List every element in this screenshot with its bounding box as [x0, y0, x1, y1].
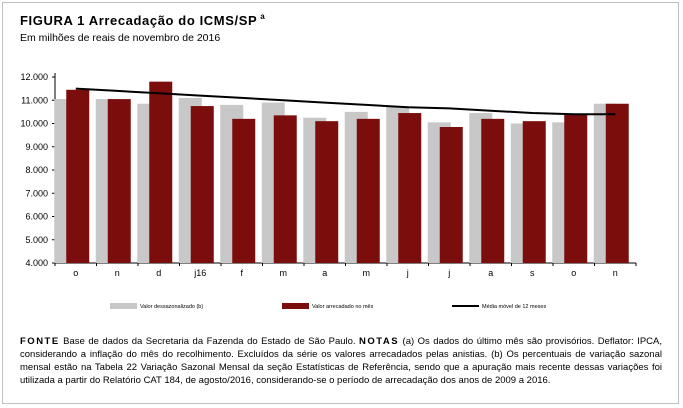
x-tick-label: o	[73, 268, 78, 278]
y-tick-label: 4.000	[25, 258, 48, 268]
title-text: FIGURA 1 Arrecadação do ICMS/SP	[20, 13, 258, 28]
x-tick-label: m	[280, 268, 288, 278]
x-tick-label: n	[613, 268, 618, 278]
figure-frame	[2, 2, 679, 404]
x-tick-label: f	[240, 268, 243, 278]
x-tick-label: s	[530, 268, 535, 278]
x-tick-label: d	[156, 268, 161, 278]
figure-subtitle: Em milhões de reais de novembro de 2016	[20, 32, 221, 44]
bar-arrecadado	[273, 115, 297, 263]
x-tick-label: j	[406, 268, 409, 278]
y-tick-label: 10.000	[20, 119, 48, 129]
legend-label: Valor arrecadado no mês	[312, 304, 374, 310]
x-tick-label: n	[115, 268, 120, 278]
title-note: a	[260, 12, 266, 21]
x-tick-label: m	[363, 268, 371, 278]
footer-notes-text: (a) Os dados do último mês são provisóri…	[20, 336, 662, 386]
bar-arrecadado	[398, 113, 422, 263]
chart: 4.000 5.000 6.000 7.000 8.000 9.000 10.000 11.0…	[20, 72, 637, 310]
legend-swatch	[282, 303, 309, 309]
footer-notes: FONTE Base de dados da Secretaria da Faz…	[20, 335, 662, 387]
bar-arrecadado	[190, 106, 214, 263]
x-tick-label: a	[488, 268, 493, 278]
y-tick-label: 12.000	[20, 72, 48, 82]
x-tick-label: o	[571, 268, 576, 278]
bar-arrecadado	[315, 121, 339, 263]
moving-average-line	[75, 87, 616, 116]
footer-notes-label: NOTAS	[359, 336, 400, 347]
bar-arrecadado	[605, 103, 629, 263]
bar-arrecadado	[356, 118, 380, 263]
legend-label: Valor dessazonalizado (b)	[140, 304, 203, 310]
x-tick-label: j	[447, 268, 450, 278]
footer-source-text: Base de dados da Secretaria da Fazenda d…	[59, 336, 360, 347]
footer-source-label: FONTE	[20, 336, 60, 347]
y-tick-label: 9.000	[25, 142, 48, 152]
bar-arrecadado	[439, 126, 463, 263]
bar-arrecadado	[564, 114, 588, 263]
bar-arrecadado	[66, 89, 90, 263]
y-tick-label: 6.000	[25, 212, 48, 222]
x-tick-label: j16	[193, 268, 206, 278]
legend-swatch	[110, 303, 137, 309]
bar-arrecadado	[232, 118, 256, 263]
legend-label: Média móvel de 12 meses	[482, 304, 546, 310]
figure-title: FIGURA 1 Arrecadação do ICMS/SP a	[20, 12, 265, 28]
y-tick-label: 5.000	[25, 235, 48, 245]
bar-arrecadado	[481, 118, 505, 263]
y-tick-label: 7.000	[25, 188, 48, 198]
bar-arrecadado	[149, 81, 173, 264]
bar-arrecadado	[107, 99, 131, 264]
y-tick-label: 8.000	[25, 165, 48, 175]
bar-arrecadado	[522, 121, 546, 263]
y-tick-label: 11.000	[21, 95, 48, 105]
x-tick-label: a	[322, 268, 327, 278]
